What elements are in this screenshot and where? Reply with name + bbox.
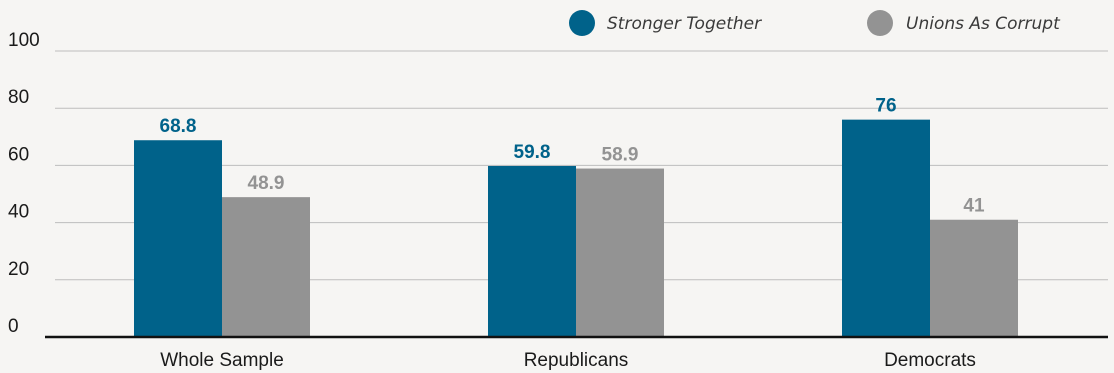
bar-value-label: 68.8	[160, 116, 197, 137]
bar-stronger-together-2	[842, 119, 930, 337]
y-tick-label: 100	[8, 30, 40, 51]
y-tick-label: 40	[8, 202, 29, 223]
x-category-label: Whole Sample	[160, 350, 284, 371]
legend-label: Stronger Together	[607, 14, 762, 34]
x-category-label: Republicans	[524, 350, 629, 371]
legend-label: Unions As Corrupt	[906, 14, 1061, 34]
bar-stronger-together-0	[134, 140, 222, 337]
y-tick-label: 80	[8, 87, 29, 108]
x-axis-categories: Whole Sample Republicans Democrats	[160, 350, 976, 371]
bar-value-label: 41	[963, 196, 985, 217]
bar-unions-as-corrupt-0	[222, 197, 310, 337]
y-tick-label: 20	[8, 259, 29, 280]
bar-value-label: 58.9	[602, 145, 639, 166]
bar-value-label: 48.9	[248, 173, 285, 194]
x-category-label: Democrats	[884, 350, 976, 371]
bar-value-label: 59.8	[514, 142, 551, 163]
value-labels: 68.8 59.8 76 48.9 58.9 41	[160, 96, 985, 217]
bar-value-label: 76	[875, 96, 896, 117]
y-tick-label: 0	[8, 316, 19, 337]
bar-unions-as-corrupt-2	[930, 219, 1018, 337]
y-axis-ticks: 0 20 40 60 80 100	[8, 30, 40, 337]
legend-swatch-stronger-together	[569, 10, 595, 36]
bar-stronger-together-1	[488, 165, 576, 337]
legend: Stronger Together Unions As Corrupt	[569, 10, 1061, 36]
bar-unions-as-corrupt-1	[576, 168, 664, 337]
bars	[134, 119, 1018, 337]
y-tick-label: 60	[8, 144, 29, 165]
legend-swatch-unions-as-corrupt	[867, 10, 893, 36]
